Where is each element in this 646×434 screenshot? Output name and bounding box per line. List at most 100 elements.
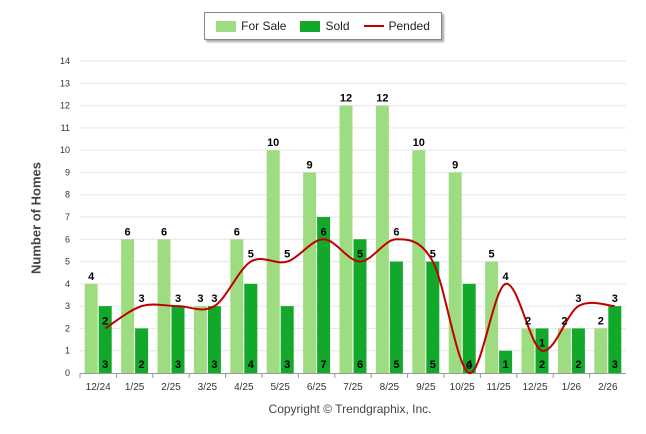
y-tick-label: 4 <box>65 279 70 289</box>
x-tick-label: 11/25 <box>486 382 511 393</box>
label-for-sale: 4 <box>88 271 95 283</box>
label-pended: 3 <box>139 293 145 305</box>
bar-sold <box>499 350 513 373</box>
y-tick-label: 3 <box>65 301 70 311</box>
x-tick-label: 4/25 <box>234 382 254 393</box>
x-tick-label: 9/25 <box>416 382 436 393</box>
label-sold: 3 <box>175 359 181 371</box>
y-tick-label: 8 <box>65 190 70 200</box>
label-sold: 4 <box>248 359 255 371</box>
bar-sold <box>171 306 185 373</box>
bar-for-sale <box>521 328 535 373</box>
x-tick-label: 3/25 <box>198 382 218 393</box>
bar-for-sale <box>375 105 389 374</box>
label-pended: 3 <box>175 293 181 305</box>
legend-item-pended[interactable]: Pended <box>363 19 430 33</box>
x-tick-label: 10/25 <box>450 382 475 393</box>
label-for-sale: 6 <box>234 226 240 238</box>
y-axis-title: Number of Homes <box>28 162 44 274</box>
bar-for-sale <box>157 239 171 373</box>
label-pended: 3 <box>612 293 618 305</box>
legend-swatch-for-sale <box>216 20 237 32</box>
y-tick-label: 2 <box>65 323 70 333</box>
label-for-sale: 3 <box>197 293 203 305</box>
label-sold: 2 <box>539 359 545 371</box>
bar-for-sale <box>121 239 135 373</box>
label-pended: 0 <box>466 360 472 372</box>
legend-label-pended: Pended <box>388 19 430 33</box>
x-tick-label: 6/25 <box>307 382 327 393</box>
bar-for-sale <box>84 283 98 373</box>
label-for-sale: 9 <box>307 159 313 171</box>
label-for-sale: 9 <box>452 159 458 171</box>
legend-swatch-sold <box>300 20 321 32</box>
bar-for-sale <box>557 328 571 373</box>
label-pended: 1 <box>539 338 545 350</box>
label-sold: 2 <box>575 359 581 371</box>
label-for-sale: 2 <box>525 315 531 327</box>
bar-sold <box>462 283 476 373</box>
bar-sold <box>426 261 440 373</box>
y-tick-label: 7 <box>65 212 70 222</box>
label-for-sale: 6 <box>125 226 131 238</box>
label-pended: 2 <box>102 315 108 327</box>
label-for-sale: 12 <box>340 93 352 105</box>
x-tick-label: 7/25 <box>343 382 363 393</box>
label-sold: 4 <box>466 359 473 371</box>
x-tick-label: 1/26 <box>562 382 582 393</box>
gridlines <box>80 60 626 352</box>
label-pended: 5 <box>357 249 363 261</box>
legend: For Sale Sold Pended <box>204 12 442 40</box>
y-tick-label: 0 <box>65 368 70 378</box>
x-tick-label: 2/25 <box>161 382 181 393</box>
label-pended: 3 <box>575 293 581 305</box>
bar-for-sale <box>448 172 462 373</box>
bar-for-sale <box>594 328 608 373</box>
label-pended: 5 <box>284 249 290 261</box>
legend-item-for-sale[interactable]: For Sale <box>216 19 286 33</box>
legend-item-sold[interactable]: Sold <box>300 19 350 33</box>
x-tick-label: 2/26 <box>598 382 618 393</box>
y-tick-label: 11 <box>61 123 70 133</box>
label-for-sale: 2 <box>561 315 567 327</box>
label-sold: 3 <box>612 359 618 371</box>
label-sold: 3 <box>102 359 108 371</box>
bar-sold <box>135 328 149 373</box>
legend-swatch-pended <box>363 25 384 27</box>
label-pended: 4 <box>503 271 510 283</box>
y-tick-label: 12 <box>60 101 70 111</box>
label-sold: 3 <box>284 359 290 371</box>
label-sold: 2 <box>139 359 145 371</box>
label-pended: 5 <box>430 249 436 261</box>
label-pended: 6 <box>393 226 399 238</box>
x-tick-label: 8/25 <box>380 382 400 393</box>
x-tick-label: 5/25 <box>270 382 290 393</box>
y-tick-label: 1 <box>65 346 70 356</box>
label-pended: 3 <box>211 293 217 305</box>
label-sold: 7 <box>321 359 327 371</box>
bar-sold <box>353 239 367 373</box>
label-sold: 6 <box>357 359 363 371</box>
legend-label-for-sale: For Sale <box>241 19 287 33</box>
pended-series-line <box>104 238 615 374</box>
bar-sold <box>280 306 294 373</box>
legend-label-sold: Sold <box>325 19 350 33</box>
bar-for-sale <box>412 150 426 373</box>
bar-sold <box>571 328 585 373</box>
pended-line <box>104 238 615 374</box>
x-tick-label: 12/24 <box>86 382 111 393</box>
label-sold: 5 <box>393 359 399 371</box>
bar-for-sale <box>193 306 207 373</box>
y-tick-label: 5 <box>65 257 70 267</box>
label-for-sale: 2 <box>598 315 604 327</box>
x-tick-label: 12/25 <box>522 382 547 393</box>
bar-sold <box>244 283 258 373</box>
copyright-text: Copyright © Trendgraphix, Inc. <box>268 402 432 416</box>
bars <box>84 105 622 374</box>
bar-sold <box>389 261 403 373</box>
bar-sold <box>317 217 331 373</box>
bar-for-sale <box>303 172 317 373</box>
